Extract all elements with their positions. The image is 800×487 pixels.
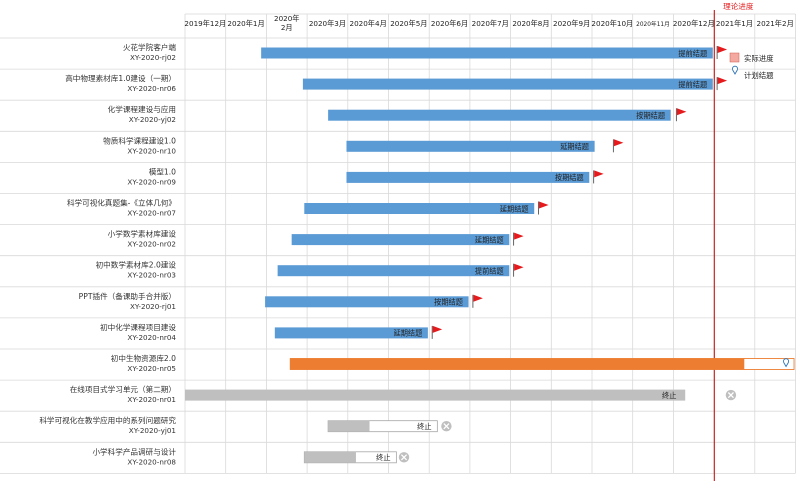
project-code: XY-2020-nr07 [127,209,176,218]
month-label: 2020年5月 [390,19,427,28]
month-label: 2020年9月 [553,19,590,28]
month-label: 2020年12月 [673,19,715,28]
month-label: 2020年 [274,14,299,23]
flag-icon [676,108,687,116]
status-label: 延期结题 [560,142,589,151]
status-label: 按期结题 [555,173,584,182]
project-code: XY-2020-nr08 [127,457,176,466]
month-label: 2020年10月 [591,19,633,28]
project-code: XY-2020-yj02 [129,115,176,124]
progress-bar [302,78,713,90]
project-name: 初中化学课程项目建设 [100,322,176,332]
plan-pin-icon [783,358,790,368]
month-label: 2020年8月 [512,19,549,28]
project-code: XY-2020-rj01 [130,302,176,311]
status-label: 延期结题 [500,204,529,213]
progress-bar [185,389,686,401]
progress-bar [328,420,370,432]
month-label: 2020年7月 [472,19,509,28]
progress-bar [265,296,469,308]
progress-bar [277,265,510,277]
cancel-icon-cross [443,423,450,430]
flag-icon [717,46,728,53]
project-code: XY-2020-nr10 [127,146,176,155]
status-label: 终止 [376,453,390,462]
status-label: 提前结题 [678,80,707,89]
project-code: XY-2020-rj02 [130,53,176,62]
progress-bar [346,140,595,152]
project-name: 火花学院客户端 [123,42,177,52]
progress-bar [304,203,535,214]
progress-bar [328,109,671,121]
month-label: 2020年1月 [227,19,264,28]
month-label: 2020年6月 [431,19,468,28]
flag-icon [539,201,549,209]
plan-pin-icon [731,65,739,75]
flag-icon [473,294,483,302]
status-label: 延期结题 [475,235,504,244]
project-code: XY-2020-nr06 [127,84,176,93]
project-name: PPT插件（备课助手合并版） [79,291,176,301]
month-label: 2021年1月 [716,19,753,28]
legend-actual-marker [729,52,740,63]
month-label: 2020年11月 [636,20,670,28]
status-label: 提前结题 [475,267,504,276]
project-code: XY-2020-nr03 [127,271,176,280]
status-label: 提前结题 [678,49,707,58]
theory-progress-label: 理论进度 [723,1,754,11]
month-label: 2021年2月 [757,19,794,28]
progress-bar [261,47,713,59]
project-name: 化学课程建设与应用 [108,104,176,114]
month-label: 2020年3月 [309,19,346,28]
flag-icon [594,170,604,178]
project-code: XY-2020-nr05 [127,364,176,373]
project-code: XY-2020-nr09 [127,177,176,186]
flag-icon [514,263,524,271]
project-name: 科学可视化真题集-《立体几何》 [67,198,176,208]
progress-bar [274,327,428,339]
status-label: 终止 [662,391,676,400]
legend-actual-label: 实际进度 [744,54,774,63]
cancel-icon-cross [400,454,408,461]
flag-icon [432,325,443,333]
project-code: XY-2020-yj01 [129,426,176,435]
progress-bar [291,234,510,246]
month-label: 2月 [281,23,293,32]
cancel-icon-cross [727,392,734,399]
status-label: 终止 [417,422,431,431]
status-label: 按期结题 [636,111,665,120]
project-code: XY-2020-nr04 [127,333,176,342]
project-code: XY-2020-nr01 [127,395,176,404]
project-name: 小学数学素材库建设 [108,229,177,239]
project-name: 初中生物资源库2.0 [111,353,176,363]
status-label: 按期结题 [434,298,463,307]
project-name: 初中数学素材库2.0建设 [96,260,177,270]
flag-icon [613,139,624,147]
status-label: 延期结题 [394,329,423,338]
project-name: 模型1.0 [149,166,176,176]
project-name: 在线项目式学习单元（第二期） [70,384,176,394]
project-name: 科学可视化在教学应用中的系列问题研究 [39,415,176,425]
legend-planned-label: 计划结题 [744,71,774,80]
flag-icon [514,232,524,240]
month-label: 2020年4月 [350,19,387,28]
project-name: 物质科学课程建设1.0 [103,135,176,145]
month-label: 2019年12月 [184,19,226,28]
progress-bar [290,358,745,370]
project-name: 小学科学产品调研与设计 [92,446,176,456]
project-name: 高中物理素材库1.0建设（一期） [65,73,176,83]
project-code: XY-2020-nr02 [127,240,176,249]
progress-bar [346,171,590,183]
progress-bar [304,451,356,463]
flag-icon [717,77,728,85]
